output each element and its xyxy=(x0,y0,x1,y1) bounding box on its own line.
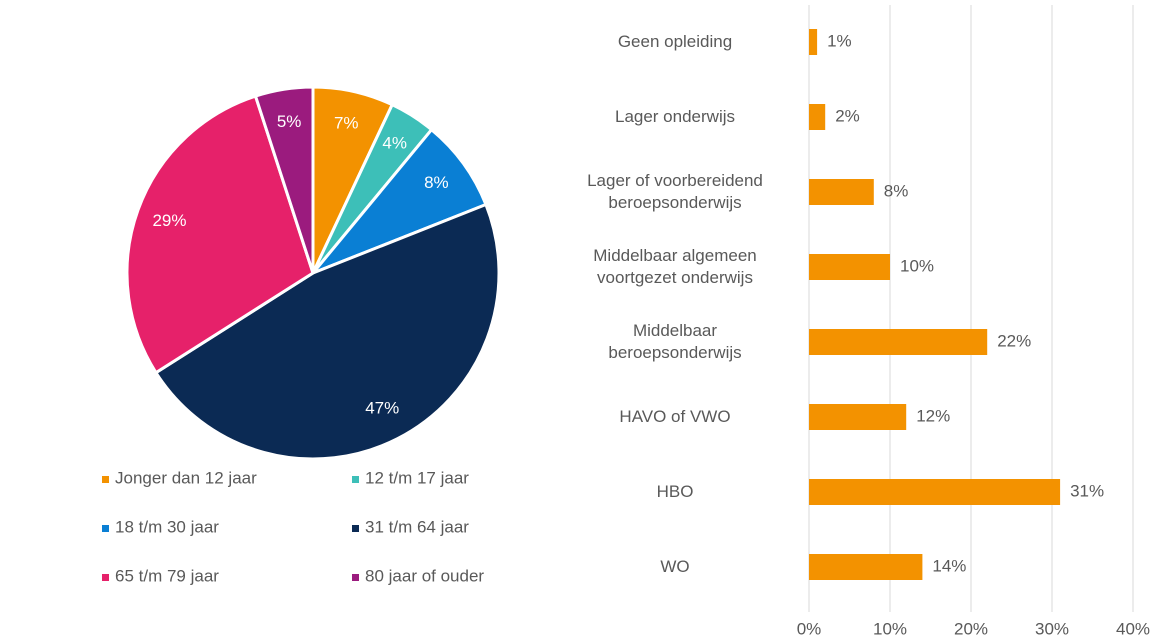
category-label: HAVO of VWO xyxy=(619,407,731,426)
x-tick-label: 10% xyxy=(873,619,907,637)
slice-label: 7% xyxy=(334,114,359,133)
category-label: Lager onderwijs xyxy=(614,107,735,126)
legend-marker xyxy=(352,525,359,532)
bar xyxy=(809,254,890,280)
pie-slice xyxy=(311,127,488,275)
bar xyxy=(809,554,923,580)
legend-label: Jonger dan 12 jaar xyxy=(115,468,257,487)
category-label: Lager of voorbereidend beroepsonderwijs xyxy=(587,171,763,212)
category-label: Middelbaar algemeen voortgezet onderwijs xyxy=(593,246,757,287)
category-label: Geen opleiding xyxy=(617,32,733,51)
legend-marker xyxy=(102,476,109,483)
slice-label: 29% xyxy=(152,211,186,230)
bar xyxy=(809,329,988,355)
value-label: 14% xyxy=(932,556,966,575)
value-label: 31% xyxy=(1070,481,1104,500)
slice-label: 5% xyxy=(277,112,302,131)
slice-label: 4% xyxy=(382,134,407,153)
x-tick-label: 40% xyxy=(1116,619,1150,637)
legend-label: 65 t/m 79 jaar xyxy=(115,566,219,585)
bar xyxy=(809,104,826,130)
bar xyxy=(809,29,818,55)
x-tick-label: 20% xyxy=(954,619,988,637)
value-label: 1% xyxy=(827,31,852,50)
value-label: 2% xyxy=(835,106,860,125)
value-label: 22% xyxy=(997,331,1031,350)
category-label: HBO xyxy=(656,482,694,501)
value-label: 8% xyxy=(884,181,909,200)
legend-marker xyxy=(352,476,359,483)
category-label: Middelbaar beroepsonderwijs xyxy=(608,321,742,362)
bar xyxy=(809,404,907,430)
pie-slice xyxy=(125,94,315,375)
legend-label: 80 jaar of ouder xyxy=(365,566,484,585)
bar xyxy=(809,479,1061,505)
legend-label: 18 t/m 30 jaar xyxy=(115,517,219,536)
slice-label: 47% xyxy=(365,398,399,417)
legend-label: 12 t/m 17 jaar xyxy=(365,468,469,487)
value-label: 12% xyxy=(916,406,950,425)
legend-label: 31 t/m 64 jaar xyxy=(365,517,469,536)
pie-slice xyxy=(253,85,315,274)
value-label: 10% xyxy=(900,256,934,275)
slice-label: 8% xyxy=(424,173,449,192)
pie-slice xyxy=(153,202,501,461)
bar xyxy=(809,179,874,205)
legend-marker xyxy=(102,525,109,532)
legend-marker xyxy=(352,574,359,581)
x-tick-label: 0% xyxy=(797,619,822,637)
legend-marker xyxy=(102,574,109,581)
x-tick-label: 30% xyxy=(1035,619,1069,637)
category-label: WO xyxy=(660,557,690,576)
